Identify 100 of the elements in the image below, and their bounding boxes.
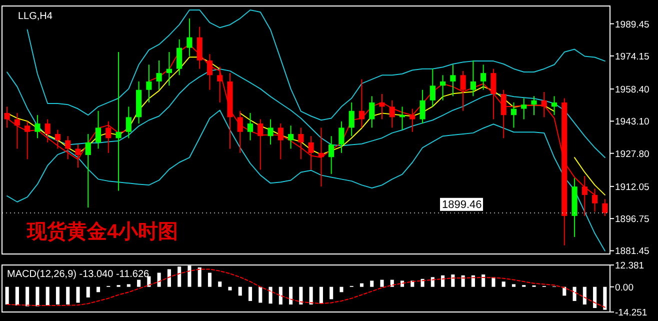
bar (5, 286, 9, 304)
candlestick (490, 68, 496, 120)
candlestick (470, 60, 476, 97)
candlestick (531, 96, 537, 116)
candlestick (551, 96, 558, 116)
y-tick-label: 1912.05 (615, 182, 650, 193)
candlestick (166, 52, 172, 86)
candlestick (116, 52, 122, 192)
bar (461, 275, 465, 287)
candlestick (85, 133, 91, 208)
y-tick-label: 1958.40 (615, 84, 650, 96)
bar (218, 282, 222, 287)
y-tick-label: 0.00 (615, 282, 634, 294)
bar (289, 286, 293, 304)
bar (258, 286, 262, 303)
candlestick (34, 114, 40, 139)
candlestick (450, 64, 456, 97)
candlestick (206, 54, 213, 90)
candlestick (318, 127, 324, 188)
bar (278, 286, 282, 304)
candlestick (379, 94, 385, 120)
candlestick (146, 64, 152, 103)
bar (126, 284, 130, 287)
bar (482, 274, 486, 287)
candlestick (65, 136, 71, 160)
bar (299, 286, 303, 304)
candlestick (602, 198, 608, 216)
bar (66, 286, 70, 304)
y-tick-label: -14.251 (615, 308, 648, 318)
bar (502, 282, 506, 287)
y-tick-label: 1896.75 (615, 214, 650, 226)
bar (268, 286, 272, 304)
bar (56, 286, 60, 304)
bar (76, 286, 80, 303)
candlestick (288, 125, 294, 150)
candlestick (541, 91, 547, 118)
y-tick-label: 12.381 (615, 260, 644, 272)
candlestick (75, 144, 81, 168)
bar (86, 286, 90, 298)
bar (572, 286, 576, 301)
chart-title: MACD(12,26,9) -13.040 -11.626 (7, 269, 150, 280)
candlestick (430, 68, 436, 108)
candlestick (460, 70, 466, 112)
candlestick (500, 89, 506, 139)
candlestick (420, 89, 426, 124)
candlestick (510, 102, 517, 128)
bar (340, 286, 344, 292)
bar (512, 284, 516, 287)
bar (208, 272, 212, 287)
bar (603, 286, 607, 310)
candlestick (480, 64, 486, 90)
bar (400, 280, 404, 287)
bar (238, 286, 242, 296)
bar (137, 280, 141, 287)
candlestick (410, 108, 416, 132)
candlestick (126, 106, 132, 139)
candlestick (24, 120, 30, 160)
candlestick (268, 118, 274, 145)
bar (26, 286, 30, 306)
candlestick (217, 66, 223, 103)
bar (46, 286, 50, 306)
bar (36, 286, 40, 306)
candlestick (358, 78, 365, 128)
bar (248, 286, 252, 301)
bar (380, 280, 384, 287)
bar (451, 274, 455, 287)
bar (441, 275, 445, 287)
candlestick (14, 112, 20, 150)
line-series (6, 268, 606, 308)
y-tick-label: 1989.45 (615, 19, 650, 30)
bar (309, 286, 313, 304)
candlestick (389, 100, 395, 128)
annotation: LLG,H4 (18, 11, 53, 22)
bar (96, 286, 100, 292)
y-tick-label: 1943.10 (615, 116, 650, 128)
candlestick (54, 129, 61, 150)
bar (492, 277, 496, 287)
candlestick (298, 127, 304, 160)
bar (198, 267, 202, 287)
bar (157, 272, 161, 287)
line-series (6, 110, 606, 252)
y-tick-label: 1974.15 (615, 51, 650, 62)
bar (593, 286, 597, 308)
y-tick-label: 1881.45 (615, 246, 650, 258)
bar (390, 280, 394, 287)
bar (319, 286, 323, 304)
candlestick (258, 118, 264, 170)
candlestick (440, 74, 446, 101)
candlestick (328, 136, 334, 174)
bar (370, 280, 374, 287)
candlestick (44, 118, 50, 143)
bar (430, 277, 434, 287)
candlestick (176, 38, 182, 76)
candlestick (95, 110, 102, 150)
bar (167, 269, 171, 287)
candlestick (348, 102, 354, 137)
bar (330, 286, 334, 300)
ref-line-label: 1899.46 (442, 198, 482, 211)
y-tick-label: 1927.80 (615, 148, 650, 160)
candlestick (278, 122, 284, 160)
